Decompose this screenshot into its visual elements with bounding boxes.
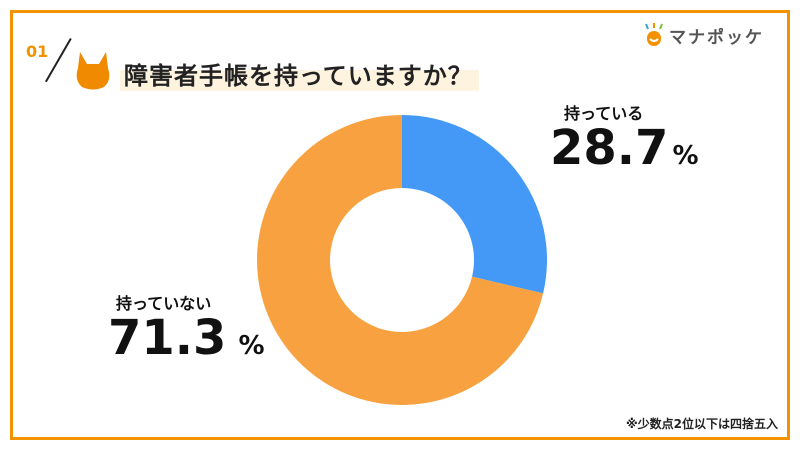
- logo-mascot-icon: [645, 23, 663, 46]
- category-label: 持っていない: [116, 294, 212, 313]
- slice-label-has: 持っている 28.7%: [550, 100, 699, 172]
- footnote: ※少数点2位以下は四捨五入: [625, 417, 778, 431]
- value-label: 71.3: [108, 310, 227, 366]
- donut-slice-0: [402, 115, 548, 294]
- value-label: 28.7: [550, 120, 669, 176]
- brand-logo: マナポッケ: [643, 22, 764, 48]
- unit-label: %: [672, 141, 699, 171]
- unit-label: %: [238, 331, 265, 361]
- donut-slice-1: [257, 115, 544, 405]
- logo-text: マナポッケ: [669, 27, 764, 48]
- mascot-icon: [76, 52, 110, 90]
- category-label: 持っている: [564, 104, 644, 123]
- question-number: 01: [26, 42, 49, 61]
- page-title: 障害者手帳を持っていますか？: [120, 56, 479, 91]
- slice-label-not-has: 持っていない 71.3%: [108, 290, 265, 362]
